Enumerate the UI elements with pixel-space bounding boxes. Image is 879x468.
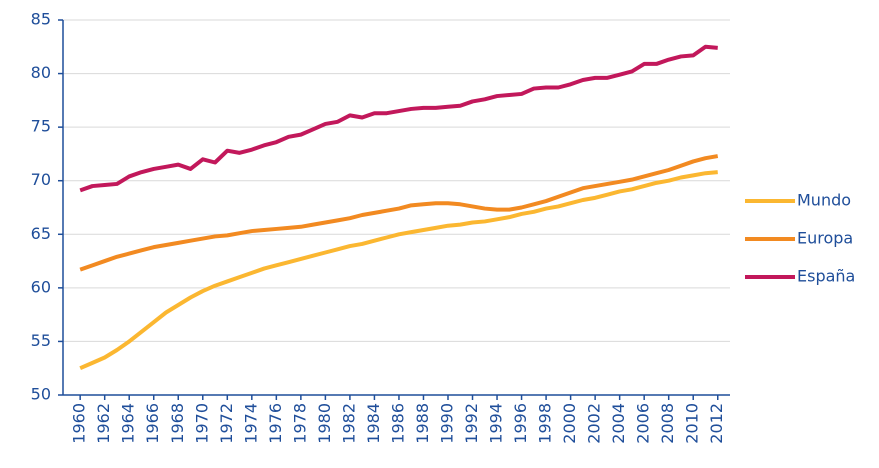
x-tick-label: 2012 (707, 403, 726, 444)
y-tick-label: 55 (31, 331, 51, 350)
legend-label: España (797, 267, 855, 286)
y-tick-label: 70 (31, 170, 51, 189)
x-tick-label: 1972 (217, 403, 236, 444)
series-line (79, 44, 718, 193)
legend-label: Mundo (797, 191, 851, 210)
series-line (79, 154, 719, 272)
y-tick-label: 80 (31, 63, 51, 82)
x-tick-label: 2010 (683, 403, 702, 444)
x-tick-label: 1962 (94, 403, 113, 444)
legend-label: Europa (797, 229, 853, 248)
x-tick-label: 1984 (364, 403, 383, 444)
x-tick-label: 2000 (560, 403, 579, 444)
x-tick-label: 2008 (658, 403, 677, 444)
x-tick-label: 1990 (437, 403, 456, 444)
x-tick-label: 1998 (536, 403, 555, 444)
x-tick-label: 1994 (487, 403, 506, 444)
x-tick-label: 2002 (585, 403, 604, 444)
x-tick-label: 2004 (609, 403, 628, 444)
x-tick-label: 1964 (119, 403, 138, 444)
x-tick-label: 1974 (241, 403, 260, 444)
series-line (79, 170, 718, 371)
x-tick-label: 1970 (192, 403, 211, 444)
y-tick-label: 65 (31, 224, 51, 243)
x-tick-label: 1986 (388, 403, 407, 444)
y-tick-label: 60 (31, 277, 51, 296)
x-tick-label: 1980 (315, 403, 334, 444)
x-tick-label: 1978 (290, 403, 309, 444)
x-tick-label: 1996 (511, 403, 530, 444)
y-tick-label: 75 (31, 117, 51, 136)
y-tick-label: 50 (31, 385, 51, 404)
x-tick-label: 2006 (634, 403, 653, 444)
y-tick-label: 85 (31, 10, 51, 29)
x-tick-label: 1966 (143, 403, 162, 444)
x-tick-label: 1982 (339, 403, 358, 444)
x-tick-label: 1968 (168, 403, 187, 444)
x-tick-label: 1992 (462, 403, 481, 444)
x-tick-label: 1976 (266, 403, 285, 444)
x-tick-label: 1960 (70, 403, 89, 444)
x-tick-label: 1988 (413, 403, 432, 444)
